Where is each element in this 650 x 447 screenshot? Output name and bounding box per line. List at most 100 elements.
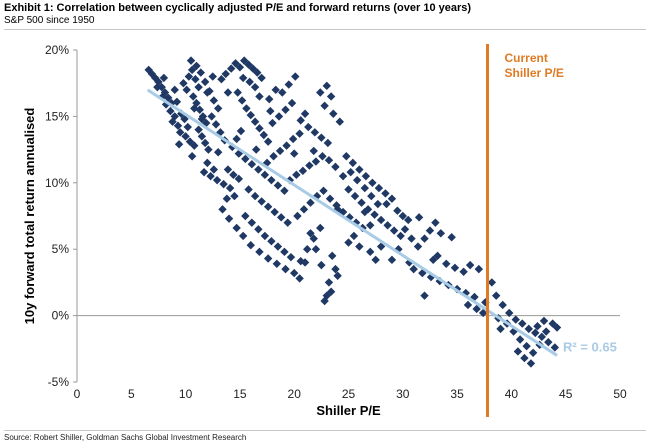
data-point [333, 271, 342, 280]
data-point [232, 223, 241, 233]
x-tick-label: 30 [396, 387, 410, 401]
data-point [267, 237, 276, 246]
data-point [212, 175, 222, 185]
data-point [276, 213, 286, 222]
data-point [197, 132, 207, 141]
data-point [219, 179, 228, 189]
data-point [168, 117, 177, 126]
data-point [317, 260, 326, 270]
data-point [442, 259, 451, 269]
data-point [161, 100, 171, 109]
data-point [368, 178, 377, 187]
data-point [324, 156, 334, 165]
data-point [518, 319, 527, 328]
data-point [465, 260, 475, 270]
data-point [366, 221, 375, 230]
data-point [550, 343, 560, 352]
data-point [232, 134, 241, 144]
data-point [345, 213, 354, 222]
data-point [348, 158, 358, 168]
data-point [187, 65, 197, 75]
data-point [230, 191, 239, 201]
x-tick-label: 45 [559, 387, 573, 401]
data-point [241, 211, 250, 221]
y-tick-label: 15% [45, 109, 69, 123]
data-point [355, 165, 364, 174]
data-point [254, 225, 263, 234]
data-point [309, 234, 318, 243]
data-point [257, 73, 266, 83]
data-point [154, 77, 163, 87]
data-point [246, 241, 255, 250]
data-point [223, 165, 233, 174]
data-point [190, 141, 199, 150]
data-point [255, 124, 264, 133]
data-point [381, 189, 390, 198]
data-point [531, 328, 540, 338]
data-point [398, 211, 407, 221]
data-point [413, 242, 423, 251]
data-point [306, 198, 315, 207]
y-tick-label: 0% [52, 309, 70, 323]
data-point [263, 202, 273, 211]
data-point [213, 104, 223, 113]
data-point [182, 85, 191, 95]
data-point [218, 205, 227, 214]
data-point [360, 183, 369, 193]
data-point [209, 96, 219, 105]
data-point [187, 152, 197, 161]
data-point [225, 183, 235, 193]
data-point [288, 134, 298, 144]
data-point [303, 245, 312, 254]
data-point [186, 56, 196, 65]
data-point [160, 88, 170, 97]
data-point [387, 194, 397, 203]
data-point [487, 278, 497, 287]
data-point [290, 268, 299, 278]
data-point [367, 191, 376, 201]
chart-axes: -5% 0% 5% 10% 15% 20% 0 5 10 15 20 25 30 35 40 45 50 Shil… [22, 43, 627, 418]
data-point [247, 160, 257, 169]
data-point [244, 185, 253, 194]
x-tick-label: 35 [450, 387, 464, 401]
data-point [414, 213, 424, 222]
data-point [274, 112, 284, 121]
data-point [450, 263, 460, 272]
data-point [310, 128, 320, 137]
data-point [237, 96, 247, 105]
data-point [250, 117, 260, 126]
data-point [181, 132, 190, 141]
data-point [250, 191, 260, 201]
data-point [383, 221, 392, 230]
x-axis-title: Shiller P/E [316, 403, 381, 418]
data-point [304, 122, 313, 132]
data-point [278, 88, 287, 97]
data-point [552, 323, 562, 332]
data-point [271, 85, 280, 95]
data-point [222, 194, 232, 203]
y-axis-title: 10y forward total return annualised [22, 108, 37, 325]
x-tick-label: 10 [179, 387, 193, 401]
data-point [179, 79, 188, 88]
data-point [318, 152, 327, 161]
data-point [349, 231, 359, 241]
data-point [317, 133, 326, 142]
data-point [474, 264, 484, 274]
data-point [251, 145, 261, 154]
data-point [335, 117, 345, 126]
y-tick-label: -5% [48, 375, 70, 389]
data-point [231, 59, 240, 68]
data-point [322, 81, 331, 91]
data-point [309, 146, 318, 156]
data-point [407, 234, 416, 243]
data-point [478, 308, 488, 318]
x-tick-label: 0 [74, 387, 81, 401]
data-point [498, 300, 507, 310]
data-point [194, 125, 203, 134]
data-point [409, 264, 418, 274]
data-point [319, 186, 328, 195]
data-point [200, 77, 210, 87]
data-point [203, 88, 212, 97]
data-point [280, 186, 289, 195]
